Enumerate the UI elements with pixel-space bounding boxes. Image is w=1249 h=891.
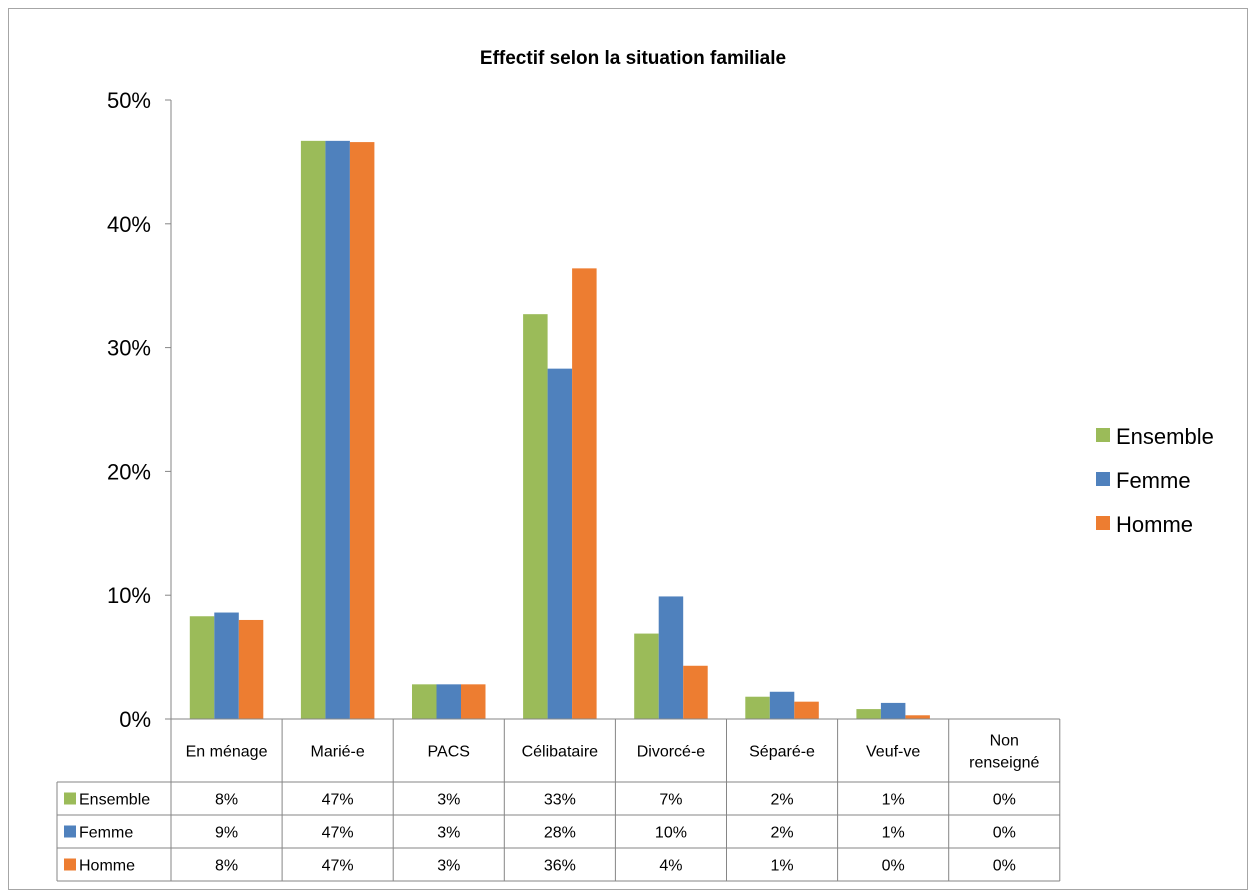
bar-femme bbox=[880, 702, 906, 719]
table-row-label: Femme bbox=[79, 825, 133, 842]
bar-ensemble bbox=[300, 140, 326, 719]
data-label: 3% bbox=[437, 858, 460, 875]
category-label: renseigné bbox=[969, 755, 1039, 772]
data-label: 9% bbox=[215, 825, 238, 842]
category-label: Marié-e bbox=[311, 744, 365, 761]
bar-ensemble bbox=[745, 696, 770, 719]
y-tick-label: 30% bbox=[107, 336, 151, 361]
data-label: 28% bbox=[544, 825, 576, 842]
chart-frame: Effectif selon la situation familiale 0%… bbox=[8, 8, 1248, 890]
category-label: Non bbox=[990, 733, 1019, 750]
table-key-ensemble bbox=[64, 792, 76, 805]
bar-homme bbox=[572, 268, 597, 719]
bar-homme bbox=[349, 142, 375, 720]
legend-label: Femme bbox=[1116, 468, 1191, 493]
y-tick-label: 20% bbox=[107, 459, 151, 484]
bar-ensemble bbox=[412, 684, 437, 719]
bar-ensemble bbox=[856, 709, 881, 719]
bar-ensemble bbox=[634, 633, 659, 719]
data-label: 4% bbox=[659, 858, 682, 875]
data-label: 0% bbox=[993, 792, 1016, 809]
legend-key-homme bbox=[1096, 516, 1110, 530]
data-label: 0% bbox=[993, 858, 1016, 875]
data-label: 0% bbox=[882, 858, 905, 875]
data-label: 2% bbox=[770, 825, 793, 842]
category-label: Veuf-ve bbox=[866, 744, 920, 761]
bar-femme bbox=[547, 368, 573, 719]
data-label: 1% bbox=[770, 858, 793, 875]
y-tick-label: 40% bbox=[107, 212, 151, 237]
data-label: 0% bbox=[993, 825, 1016, 842]
chart-canvas: Effectif selon la situation familiale 0%… bbox=[56, 48, 1214, 882]
legend-label: Homme bbox=[1116, 512, 1193, 537]
bar-femme bbox=[658, 596, 684, 719]
category-label: Célibataire bbox=[522, 744, 599, 761]
data-label: 10% bbox=[655, 825, 687, 842]
data-label: 8% bbox=[215, 792, 238, 809]
data-label: 47% bbox=[322, 792, 354, 809]
data-label: 7% bbox=[659, 792, 682, 809]
table-row-label: Ensemble bbox=[79, 792, 150, 809]
data-label: 3% bbox=[437, 825, 460, 842]
data-label: 1% bbox=[882, 792, 905, 809]
legend-key-femme bbox=[1096, 472, 1110, 486]
data-label: 47% bbox=[322, 858, 354, 875]
table-key-homme bbox=[64, 858, 76, 871]
bar-femme bbox=[325, 140, 350, 719]
data-label: 8% bbox=[215, 858, 238, 875]
bar-femme bbox=[769, 691, 795, 719]
y-tick-label: 50% bbox=[107, 88, 151, 113]
data-label: 33% bbox=[544, 792, 576, 809]
category-label: Séparé-e bbox=[749, 744, 815, 761]
chart-title: Effectif selon la situation familiale bbox=[480, 48, 786, 69]
bar-femme bbox=[436, 684, 461, 719]
bar-homme bbox=[794, 701, 819, 719]
category-label: PACS bbox=[428, 744, 470, 761]
table-key-femme bbox=[64, 825, 76, 838]
plot-area: 0% 10% 20% 30% 40% 50% bbox=[107, 88, 930, 732]
bar-homme bbox=[905, 715, 930, 719]
data-label: 36% bbox=[544, 858, 576, 875]
data-label: 47% bbox=[322, 825, 354, 842]
bar-ensemble bbox=[189, 616, 215, 719]
table-row-label: Homme bbox=[79, 858, 135, 875]
category-label: En ménage bbox=[186, 744, 268, 761]
category-label: Divorcé-e bbox=[637, 744, 706, 761]
bar-homme bbox=[461, 684, 486, 719]
data-label: 1% bbox=[882, 825, 905, 842]
data-label: 3% bbox=[437, 792, 460, 809]
legend: Ensemble Femme Homme bbox=[1096, 424, 1214, 537]
bar-homme bbox=[683, 665, 708, 719]
y-tick-label: 10% bbox=[107, 583, 151, 608]
data-label: 2% bbox=[770, 792, 793, 809]
legend-label: Ensemble bbox=[1116, 424, 1214, 449]
bar-ensemble bbox=[523, 314, 548, 719]
data-table: En ménage Marié-e PACS Célibataire Divorcé-e… bbox=[56, 718, 1061, 882]
y-tick-label: 0% bbox=[119, 707, 151, 732]
bar-homme bbox=[238, 619, 264, 719]
bar-femme bbox=[214, 612, 239, 719]
legend-key-ensemble bbox=[1096, 428, 1110, 442]
